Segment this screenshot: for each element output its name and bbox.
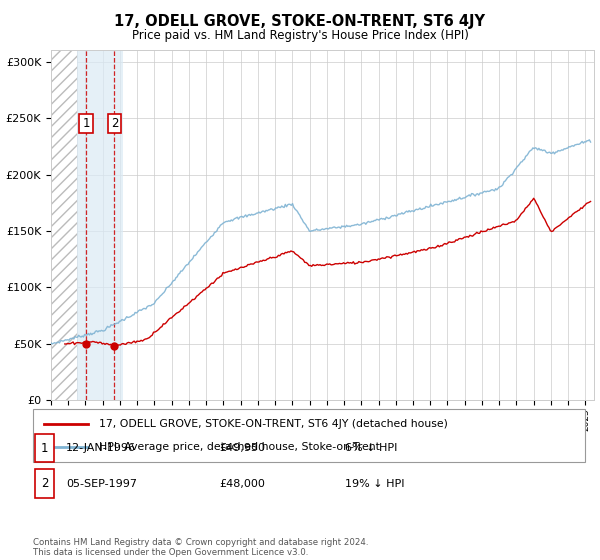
- Text: 6% ↓ HPI: 6% ↓ HPI: [345, 444, 397, 453]
- Text: 2: 2: [110, 117, 118, 130]
- Text: 1: 1: [41, 442, 48, 455]
- Text: Contains HM Land Registry data © Crown copyright and database right 2024.
This d: Contains HM Land Registry data © Crown c…: [33, 538, 368, 557]
- Text: 05-SEP-1997: 05-SEP-1997: [66, 479, 137, 488]
- Bar: [51, 50, 77, 400]
- Text: 2: 2: [41, 477, 48, 490]
- FancyBboxPatch shape: [33, 409, 585, 462]
- Text: 19% ↓ HPI: 19% ↓ HPI: [345, 479, 404, 488]
- FancyBboxPatch shape: [35, 469, 53, 498]
- Text: £48,000: £48,000: [219, 479, 265, 488]
- Text: 1: 1: [82, 117, 90, 130]
- Text: 12-JAN-1996: 12-JAN-1996: [66, 444, 136, 453]
- FancyBboxPatch shape: [35, 434, 53, 463]
- Text: 17, ODELL GROVE, STOKE-ON-TRENT, ST6 4JY: 17, ODELL GROVE, STOKE-ON-TRENT, ST6 4JY: [115, 14, 485, 29]
- Text: Price paid vs. HM Land Registry's House Price Index (HPI): Price paid vs. HM Land Registry's House …: [131, 29, 469, 42]
- Text: 17, ODELL GROVE, STOKE-ON-TRENT, ST6 4JY (detached house): 17, ODELL GROVE, STOKE-ON-TRENT, ST6 4JY…: [99, 419, 448, 429]
- Text: HPI: Average price, detached house, Stoke-on-Trent: HPI: Average price, detached house, Stok…: [99, 442, 380, 452]
- Text: £49,950: £49,950: [219, 444, 265, 453]
- Bar: [77, 50, 124, 400]
